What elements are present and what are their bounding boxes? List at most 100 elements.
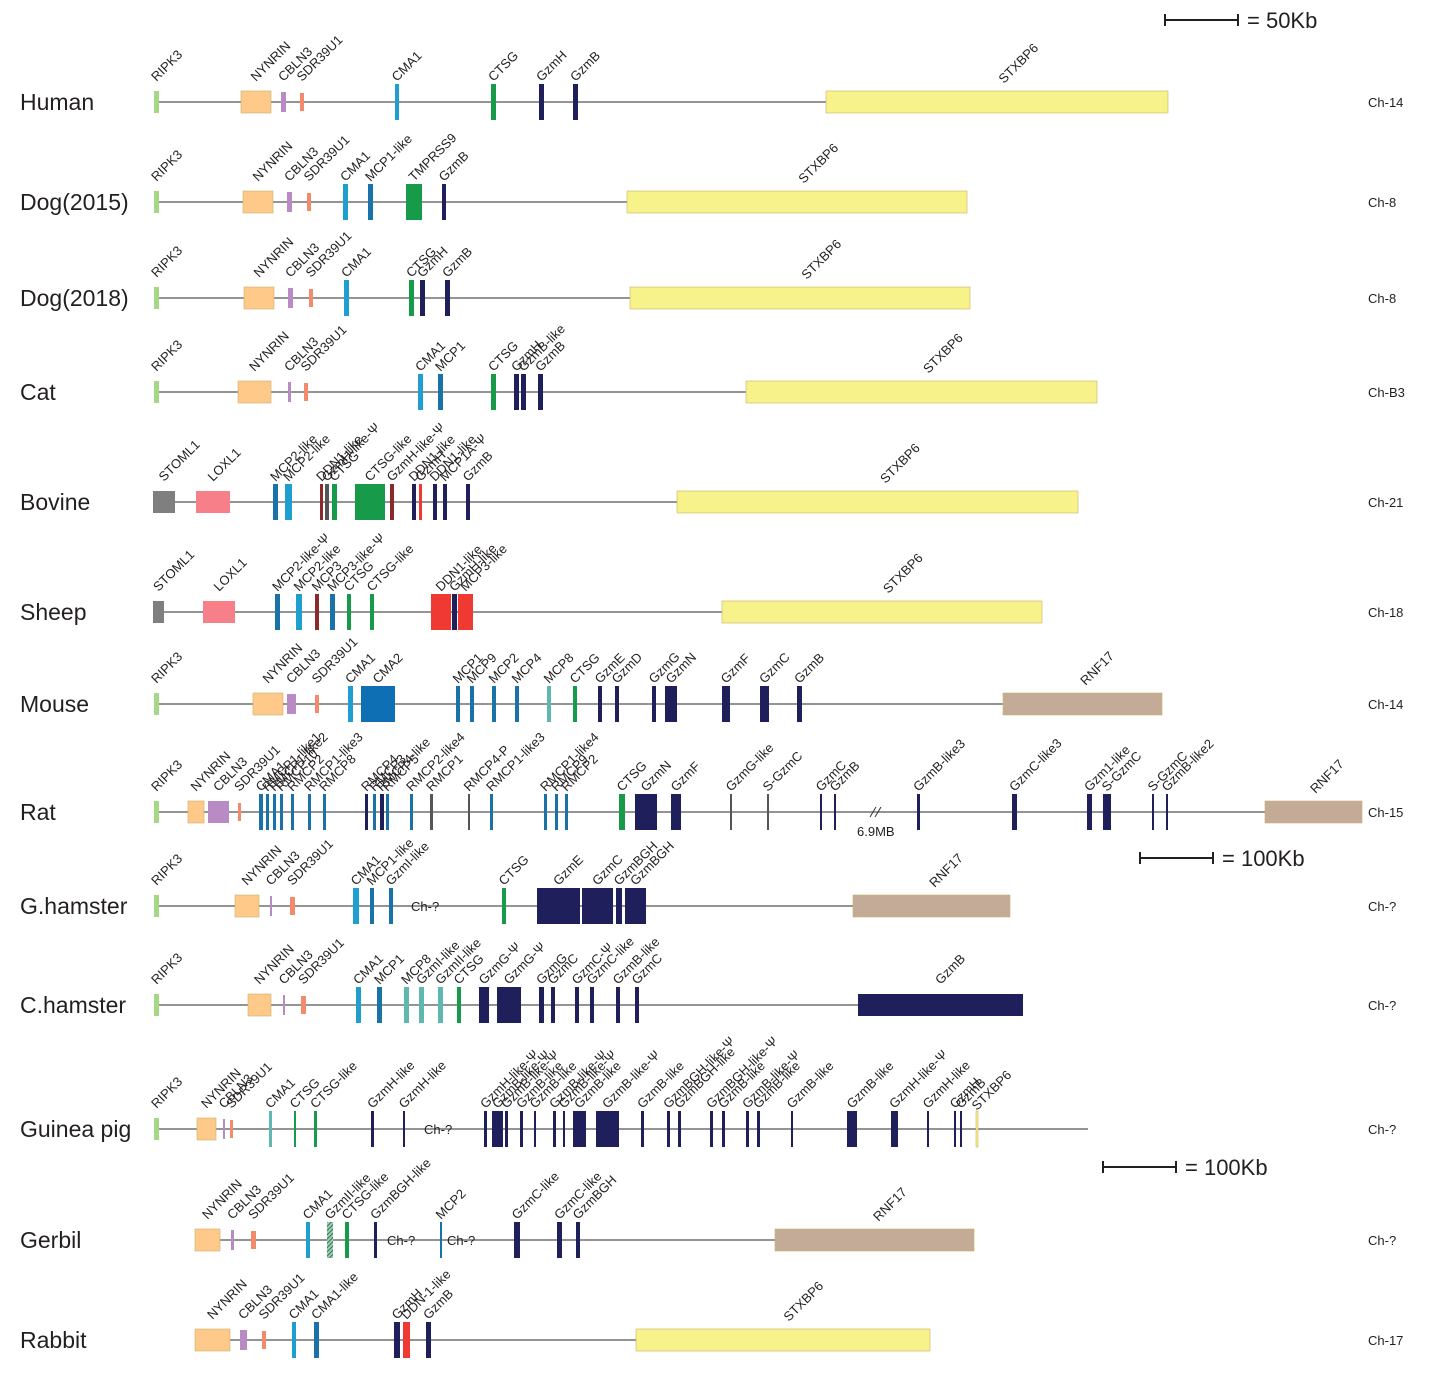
gene-box-gzmc bbox=[582, 888, 613, 924]
gene-label: STXBP6 bbox=[798, 236, 844, 282]
chromosome-label: Ch-14 bbox=[1368, 697, 1403, 712]
species-label: Rat bbox=[20, 799, 56, 825]
gene-box-gzmi-like bbox=[389, 888, 393, 924]
gene-label: STOML1 bbox=[150, 547, 197, 594]
gene-box-ctsg-like bbox=[314, 1111, 317, 1147]
gene-box-gzm1-like bbox=[1087, 794, 1092, 830]
gene-box-gzmb bbox=[960, 1111, 962, 1147]
gene-box-gzme bbox=[598, 686, 602, 722]
gene-box-gzmh-like- bbox=[390, 484, 394, 520]
gene-box-gzmh bbox=[514, 374, 519, 410]
gene-box-gzmb bbox=[466, 484, 470, 520]
gene-box-gzmb bbox=[573, 84, 578, 120]
gene-label: STXBP6 bbox=[780, 1278, 826, 1324]
gene-box-rmcp1 bbox=[430, 794, 433, 830]
gene-box-ctsg bbox=[332, 484, 337, 520]
gene-box-ctsg bbox=[491, 84, 496, 120]
gene-label: GzmB-like3 bbox=[910, 736, 968, 794]
gene-box-gzmb-like- bbox=[492, 1111, 503, 1147]
gene-box-gzmb-like bbox=[534, 1111, 536, 1147]
gene-box-gzmb-like bbox=[757, 1111, 760, 1147]
species-label: Gerbil bbox=[20, 1227, 81, 1253]
gene-box-cma1-like bbox=[314, 1322, 319, 1358]
species-label: Dog(2015) bbox=[20, 189, 129, 215]
gene-box-ctsg bbox=[502, 888, 506, 924]
gene-box-mcp3-like bbox=[458, 594, 473, 630]
gene-box-rmcp1-like3 bbox=[490, 794, 493, 830]
gene-box-nynrin bbox=[188, 801, 204, 823]
gene-box-gzmc-like bbox=[557, 1222, 562, 1258]
gene-box-gzmh-like bbox=[927, 1111, 929, 1147]
gene-box-cma1 bbox=[306, 1222, 310, 1258]
gene-label: RIPK3 bbox=[148, 950, 185, 987]
gene-box-gzmh bbox=[954, 1111, 956, 1147]
gene-box-rmcp1-like4 bbox=[544, 794, 547, 830]
gene-label: RNF17 bbox=[870, 1184, 910, 1224]
gene-box-gzmf bbox=[671, 794, 681, 830]
gene-box-gzmf bbox=[722, 686, 730, 722]
gene-label: RIPK3 bbox=[148, 147, 185, 184]
gene-box-sdr39u1 bbox=[307, 193, 311, 211]
gene-box-gzmb bbox=[445, 280, 450, 316]
gene-box-loxl1 bbox=[196, 491, 230, 513]
scale-bar-label: = 100Kb bbox=[1185, 1155, 1268, 1180]
gene-box-ctsg-like bbox=[370, 594, 374, 630]
gene-box-mcp4 bbox=[515, 686, 519, 722]
species-row-c-hamster: C.hamster Ch-?RIPK3 NYNRINCBLN3SDR39U1 CMA1… bbox=[20, 934, 1396, 1023]
gene-box-rmcp2-like4 bbox=[410, 794, 413, 830]
gene-box-cma1 bbox=[343, 184, 348, 220]
gene-box-cma1 bbox=[259, 794, 263, 830]
gene-box-sdr39u1 bbox=[251, 1231, 256, 1249]
chromosome-label: Ch-? bbox=[1368, 998, 1396, 1013]
gene-box-nynrin bbox=[235, 895, 259, 917]
gene-box-gzmc- bbox=[575, 987, 579, 1023]
gene-box-sdr39u1 bbox=[262, 1331, 266, 1349]
species-row-rabbit: Rabbit Ch-17NYNRINCBLN3SDR39U1CMA1CMA1-li… bbox=[20, 1267, 1403, 1358]
gene-box-stxbp6 bbox=[826, 91, 1168, 113]
gene-label: STXBP6 bbox=[880, 550, 926, 596]
gene-box-gzmb bbox=[442, 184, 446, 220]
gene-box-gzmb-like bbox=[722, 1111, 725, 1147]
gene-box-rnf17 bbox=[1003, 693, 1162, 715]
gene-label: LOXL1 bbox=[205, 445, 244, 484]
gene-box-rmcp1-like2 bbox=[273, 794, 276, 830]
gene-box-gzmc bbox=[820, 794, 822, 830]
gene-box-nynrin bbox=[195, 1229, 220, 1251]
gene-box-ripk3 bbox=[154, 91, 159, 113]
gene-box-gzmh bbox=[539, 84, 544, 120]
gene-label: GzmB bbox=[567, 48, 603, 84]
gene-box-cbln3 bbox=[288, 288, 293, 308]
gene-box-gzmbgh-like bbox=[678, 1111, 681, 1147]
gene-box-gzmh bbox=[420, 280, 425, 316]
gene-label: GzmF bbox=[668, 758, 704, 794]
gene-box-gzmb bbox=[538, 374, 543, 410]
gene-label: RIPK3 bbox=[148, 649, 185, 686]
chromosome-label: Ch-21 bbox=[1368, 495, 1403, 510]
gene-box-ctsg-like bbox=[355, 484, 385, 520]
gene-label: RIPK3 bbox=[148, 851, 185, 888]
gene-box-rmcp8 bbox=[323, 794, 326, 830]
chromosome-label: Ch-? bbox=[1368, 1233, 1396, 1248]
gene-label: GzmE bbox=[550, 852, 586, 888]
gene-box-gzmn bbox=[665, 686, 677, 722]
gene-box-ddn1-like bbox=[412, 484, 416, 520]
gene-box-ripk3 bbox=[154, 895, 159, 917]
gene-box-cbln3 bbox=[281, 92, 286, 112]
gene-label: STOML1 bbox=[156, 437, 203, 484]
gene-box-rmcp3 bbox=[373, 794, 376, 830]
gene-box-gzmb bbox=[797, 686, 802, 722]
gene-box-gzmh-like bbox=[371, 1111, 374, 1147]
gene-box-gzmi-like bbox=[419, 987, 424, 1023]
gene-box-gzmb-like- bbox=[553, 1111, 556, 1147]
gene-box-ctsg bbox=[409, 280, 414, 316]
species-row-guinea-pig: Guinea pig Ch-?RIPK3 NYNRINCBLN3SDR39U1CMA… bbox=[20, 1034, 1396, 1147]
species-label: Cat bbox=[20, 379, 56, 405]
gene-box-stxbp6 bbox=[630, 287, 970, 309]
gap-label: 6.9MB bbox=[857, 824, 895, 839]
gene-box-gzmc-like bbox=[590, 987, 594, 1023]
gene-box-ctsg bbox=[294, 1111, 296, 1147]
gene-box-mcp1a- bbox=[443, 484, 447, 520]
species-label: Human bbox=[20, 89, 94, 115]
